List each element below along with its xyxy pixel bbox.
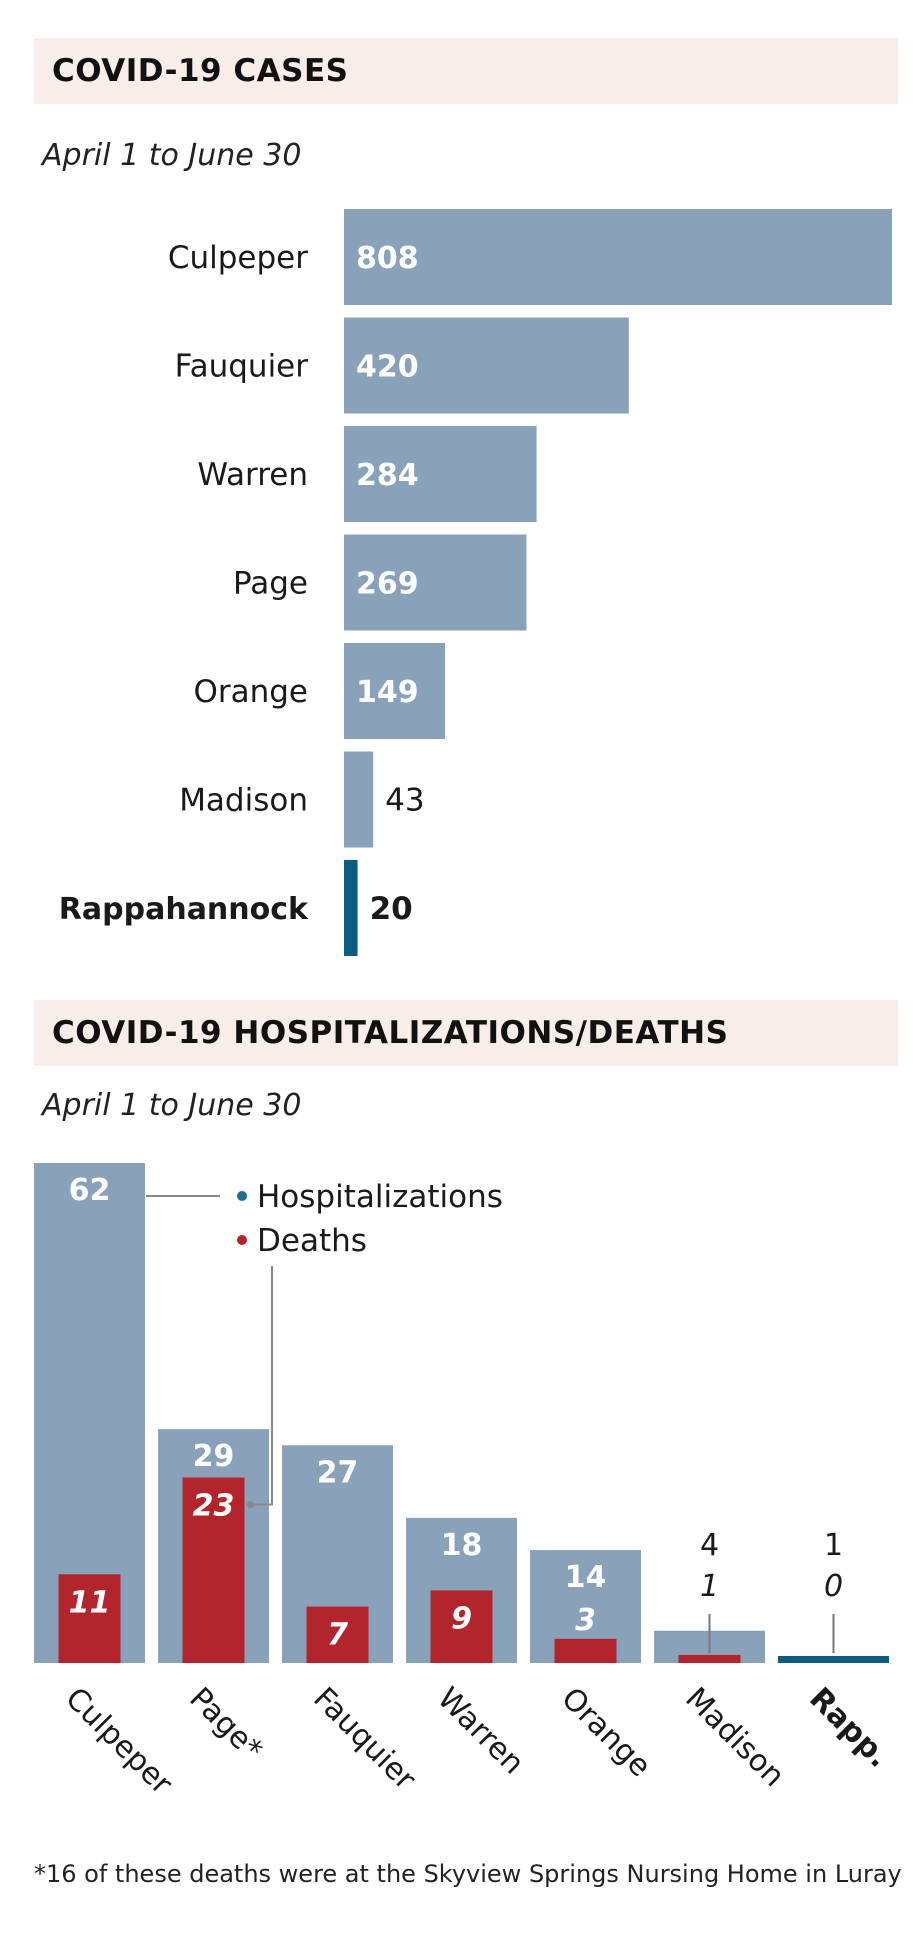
cases-chart-subtitle: April 1 to June 30 xyxy=(42,138,302,173)
xlabel-culpeper: Culpeper xyxy=(58,1681,179,1802)
bar-cases-page xyxy=(344,534,527,631)
legend-deaths: Deaths xyxy=(257,1223,367,1259)
label-cases-warren: Warren xyxy=(197,457,308,493)
value-deaths-culpeper: 11 xyxy=(69,1585,111,1620)
xlabel-rapp: Rapp. xyxy=(802,1681,896,1775)
xlabel-warren: Warren xyxy=(430,1681,530,1781)
value-cases-warren: 284 xyxy=(356,458,419,493)
bar-cases-warren xyxy=(344,426,537,522)
xlabel-page: Page* xyxy=(182,1681,269,1768)
footnote: *16 of these deaths were at the Skyview … xyxy=(34,1860,902,1888)
legend-hospitalizations: Hospitalizations xyxy=(257,1179,503,1215)
label-cases-fauquier: Fauquier xyxy=(175,349,309,385)
legend-leader-deaths-end xyxy=(247,1501,254,1509)
value-deaths-madison: 1 xyxy=(700,1569,719,1604)
label-cases-page: Page xyxy=(233,566,308,602)
label-cases-rappahannock: Rappahannock xyxy=(59,892,309,927)
legend-dot-deaths xyxy=(237,1235,247,1245)
hosp-chart-title: COVID-19 HOSPITALIZATIONS/DEATHS xyxy=(34,1000,898,1066)
value-hosp-fauquier: 27 xyxy=(317,1455,359,1490)
value-hosp-madison: 4 xyxy=(700,1528,719,1563)
xlabel-orange: Orange xyxy=(554,1681,657,1784)
value-hosp-rapp: 1 xyxy=(824,1528,843,1563)
value-deaths-orange: 3 xyxy=(575,1603,596,1638)
value-hosp-warren: 18 xyxy=(441,1528,483,1563)
bar-cases-orange xyxy=(344,643,446,739)
bar-deaths-page xyxy=(182,1477,245,1663)
cases-chart-title: COVID-19 CASES xyxy=(34,38,898,104)
value-deaths-warren: 9 xyxy=(451,1601,472,1636)
legend-leader-deaths xyxy=(252,1266,273,1506)
value-cases-madison: 43 xyxy=(385,783,424,819)
bar-cases-rappahannock xyxy=(344,860,358,956)
value-cases-rappahannock: 20 xyxy=(370,891,413,927)
xlabel-fauquier: Fauquier xyxy=(306,1681,422,1797)
value-deaths-fauquier: 7 xyxy=(327,1618,348,1653)
bar-cases-madison xyxy=(344,751,374,848)
bar-deaths-warren xyxy=(430,1590,493,1663)
hosp-chart-subtitle: April 1 to June 30 xyxy=(42,1088,302,1123)
legend-dot-hospitalizations xyxy=(237,1191,247,1201)
bar-deaths-madison xyxy=(678,1654,741,1663)
bar-deaths-fauquier xyxy=(306,1606,369,1663)
value-cases-culpeper: 808 xyxy=(356,241,419,276)
bar-deaths-culpeper xyxy=(58,1574,121,1663)
label-cases-madison: Madison xyxy=(179,783,308,819)
bar-cases-fauquier xyxy=(344,317,629,414)
bar-cases-culpeper xyxy=(344,209,892,305)
value-cases-page: 269 xyxy=(356,567,419,602)
label-cases-orange: Orange xyxy=(193,674,308,710)
label-cases-culpeper: Culpeper xyxy=(168,240,308,276)
bar-deaths-orange xyxy=(554,1638,617,1663)
value-cases-orange: 149 xyxy=(356,675,419,710)
bar-hosp-rapp xyxy=(778,1656,889,1663)
xlabel-madison: Madison xyxy=(678,1681,791,1794)
value-deaths-rapp: 0 xyxy=(824,1569,843,1604)
value-hosp-orange: 14 xyxy=(565,1560,607,1595)
value-deaths-page: 23 xyxy=(193,1489,235,1524)
value-hosp-page: 29 xyxy=(193,1439,235,1474)
value-hosp-culpeper: 62 xyxy=(69,1173,111,1208)
value-cases-fauquier: 420 xyxy=(356,350,419,385)
